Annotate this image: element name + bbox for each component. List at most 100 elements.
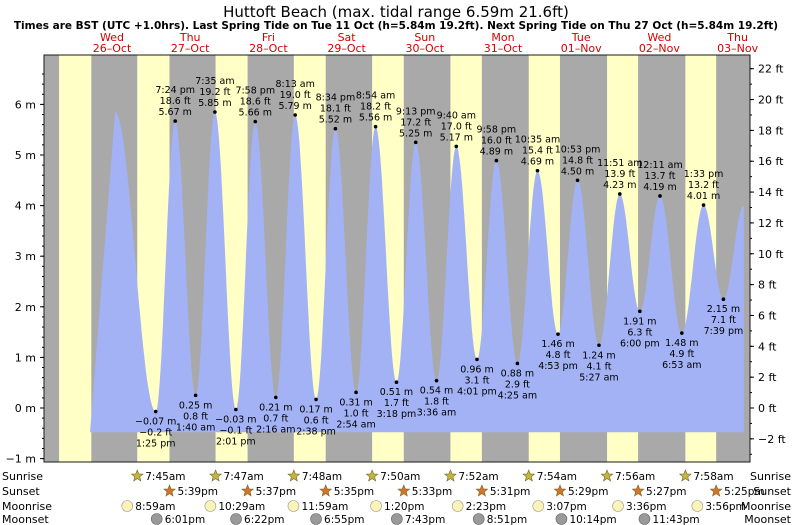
tide-point xyxy=(373,124,378,129)
low-tide-time: 4:01 pm xyxy=(457,386,497,397)
low-tide-time: 4:25 am xyxy=(498,390,537,401)
tide-point xyxy=(454,144,459,149)
low-tide-metres: 2.15 m xyxy=(707,304,740,315)
high-tide-time: 10:53 pm xyxy=(555,144,601,155)
high-tide-feet: 16.0 ft xyxy=(481,136,512,147)
right-axis-label: 16 ft xyxy=(758,155,784,168)
high-tide-time: 8:13 am xyxy=(275,79,314,90)
right-axis-label: 22 ft xyxy=(758,63,784,76)
moonrise-time: 11:59am xyxy=(301,501,348,513)
low-tide-time: 2:54 am xyxy=(336,419,375,430)
low-tide-feet: 7.1 ft xyxy=(711,315,736,326)
high-tide-metres: 4.69 m xyxy=(521,157,554,168)
sunset-icon xyxy=(397,484,411,497)
low-tide-feet: 1.7 ft xyxy=(384,398,409,409)
low-tide-time: 6:53 am xyxy=(662,360,701,371)
right-axis-label: 12 ft xyxy=(758,217,784,230)
high-tide-feet: 18.1 ft xyxy=(320,104,351,115)
tide-point xyxy=(556,332,560,336)
row-label-left: Moonset xyxy=(2,513,49,525)
sunset-icon xyxy=(163,484,176,497)
moonset-icon xyxy=(472,513,485,525)
low-tide-time: 1:40 am xyxy=(176,422,215,433)
low-tide-metres: −0.07 m xyxy=(135,417,176,428)
low-tide-time: 5:27 am xyxy=(579,372,618,383)
sunset-time: 5:29pm xyxy=(568,486,608,498)
day-label-dow: Fri xyxy=(262,31,275,44)
moonset-icon xyxy=(230,513,242,525)
tide-area xyxy=(90,112,744,433)
row-label-right: Sunset xyxy=(753,485,791,498)
left-axis-label: 1 m xyxy=(15,351,36,364)
tide-curve xyxy=(90,112,744,433)
right-axis-label: 10 ft xyxy=(758,248,784,261)
high-tide-feet: 13.2 ft xyxy=(688,180,719,191)
high-tide-feet: 19.2 ft xyxy=(199,87,230,98)
low-tide-metres: 0.88 m xyxy=(501,368,534,379)
low-tide-feet: −0.2 ft xyxy=(139,428,172,439)
low-tide-time: 3:36 am xyxy=(417,408,456,419)
moonset-icon xyxy=(638,513,651,525)
moonset-icon xyxy=(150,513,163,525)
high-tide-feet: 14.8 ft xyxy=(562,155,593,166)
low-tide-time: 3:18 pm xyxy=(377,409,417,420)
low-tide-feet: 4.8 ft xyxy=(545,350,570,361)
right-axis-label: 4 ft xyxy=(758,340,777,353)
sunrise-icon xyxy=(443,469,457,482)
high-tide-feet: 17.0 ft xyxy=(441,121,472,132)
day-label-date: 03–Nov xyxy=(717,42,758,55)
low-tide-time: 1:25 pm xyxy=(136,439,176,450)
low-tide-metres: 1.91 m xyxy=(623,316,656,327)
right-axis-label: −2 ft xyxy=(758,433,786,446)
high-tide-time: 8:34 pm xyxy=(316,93,356,104)
sunrise-icon xyxy=(600,469,614,482)
tide-point xyxy=(535,168,540,173)
sunset-icon xyxy=(475,484,489,497)
right-axis-label: 8 ft xyxy=(758,279,777,292)
high-tide-time: 7:35 am xyxy=(195,76,234,87)
moonset-time: 7:43pm xyxy=(405,514,445,525)
low-tide-feet: 0.6 ft xyxy=(304,415,329,426)
day-label-date: 27–Oct xyxy=(171,42,210,55)
tide-point xyxy=(173,119,178,123)
high-tide-feet: 18.6 ft xyxy=(160,96,191,107)
tide-point xyxy=(314,397,318,402)
low-tide-time: 2:38 pm xyxy=(296,426,336,437)
left-axis-label: 6 m xyxy=(15,98,36,111)
moonset-time: 6:22pm xyxy=(244,514,284,525)
sunrise-time: 7:48am xyxy=(302,471,342,483)
left-axis-label: 2 m xyxy=(15,301,36,314)
day-label-date: 01–Nov xyxy=(561,42,602,55)
moonset-icon xyxy=(310,513,322,525)
high-tide-metres: 5.67 m xyxy=(158,107,191,118)
moonrise-time: 2:23pm xyxy=(466,501,506,513)
row-label-right: Moonrise xyxy=(741,500,791,513)
low-tide-time: 2:16 am xyxy=(256,424,295,435)
right-axis-label: 2 ft xyxy=(758,371,777,384)
high-tide-metres: 5.56 m xyxy=(359,113,392,124)
plot-frame xyxy=(43,54,751,463)
low-tide-feet: 3.1 ft xyxy=(464,375,489,386)
sunset-time: 5:33pm xyxy=(412,486,452,498)
moonset-time: 11:43pm xyxy=(652,514,699,525)
moonrise-icon xyxy=(287,500,300,512)
tide-point xyxy=(658,194,662,198)
moonrise-time: 8:59am xyxy=(135,501,175,513)
sunrise-time: 7:47am xyxy=(224,471,264,483)
sunset-time: 5:39pm xyxy=(178,486,218,498)
tide-point xyxy=(618,192,622,196)
moonrise-icon xyxy=(370,500,382,512)
chart-title: Huttoft Beach (max. tidal range 6.59m 21… xyxy=(223,3,569,21)
high-tide-metres: 4.50 m xyxy=(561,166,594,177)
tide-point xyxy=(333,126,338,131)
day-label-date: 02–Nov xyxy=(639,42,680,55)
low-tide-feet: 1.0 ft xyxy=(344,408,369,419)
sunset-icon xyxy=(241,484,255,497)
tide-point xyxy=(413,140,418,145)
tide-point xyxy=(234,407,238,412)
high-tide-feet: 19.0 ft xyxy=(280,90,311,101)
sun-moon-table: Sunrise Sunrise Sunset Sunset Moonrise Moonri… xyxy=(2,469,792,525)
low-tide-feet: 0.8 ft xyxy=(183,411,208,422)
low-tide-metres: 1.48 m xyxy=(665,338,698,349)
